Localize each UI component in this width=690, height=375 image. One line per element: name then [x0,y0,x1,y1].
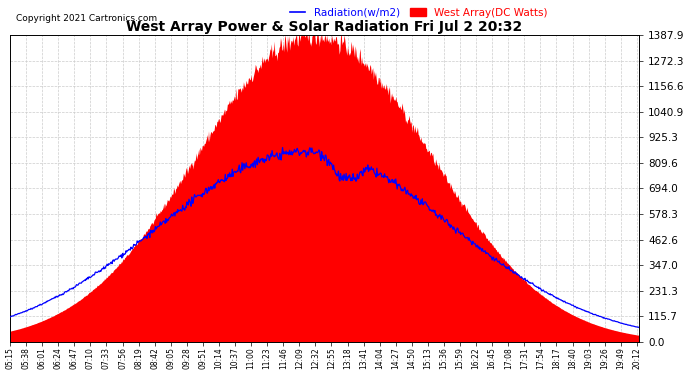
Legend: Radiation(w/m2), West Array(DC Watts): Radiation(w/m2), West Array(DC Watts) [286,3,552,22]
Text: Copyright 2021 Cartronics.com: Copyright 2021 Cartronics.com [17,14,157,23]
Title: West Array Power & Solar Radiation Fri Jul 2 20:32: West Array Power & Solar Radiation Fri J… [126,20,522,34]
